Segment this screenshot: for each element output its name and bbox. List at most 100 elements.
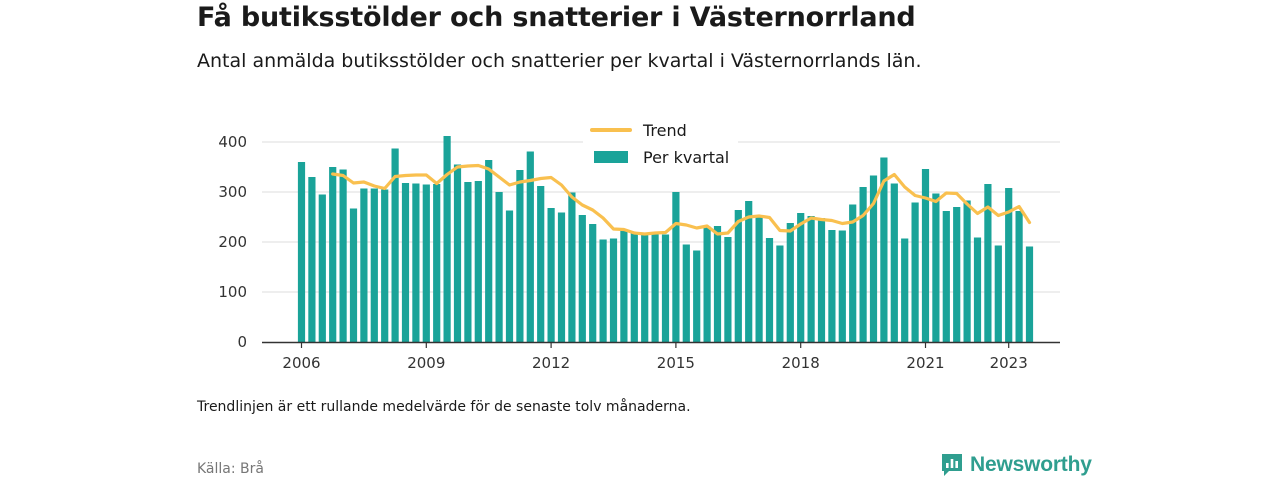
bar	[578, 215, 586, 342]
bar	[963, 200, 971, 342]
bar	[745, 201, 753, 342]
bar	[620, 229, 628, 342]
x-tick-label: 2012	[532, 354, 570, 372]
y-tick-label: 300	[218, 183, 247, 201]
bar	[391, 148, 399, 342]
bar	[807, 216, 815, 342]
bar	[1005, 188, 1013, 342]
bar	[537, 186, 545, 342]
trend-line	[331, 163, 1032, 236]
bar	[370, 188, 378, 342]
bar	[921, 169, 930, 342]
bar	[339, 169, 347, 342]
bar	[682, 244, 690, 342]
y-tick-label: 100	[218, 283, 247, 301]
x-tick-label: 2009	[407, 354, 445, 372]
x-tick-label: 2023	[990, 354, 1028, 372]
bar	[641, 234, 649, 342]
bar	[942, 211, 950, 342]
bar	[422, 184, 430, 342]
x-tick-label: 2015	[657, 354, 695, 372]
chart-subtitle: Antal anmälda butiksstölder och snatteri…	[197, 50, 922, 72]
bar	[817, 218, 826, 342]
bar	[984, 184, 992, 342]
trend-series	[331, 163, 1032, 236]
bar	[599, 239, 607, 342]
bar	[932, 193, 940, 342]
bar	[880, 157, 888, 342]
bar	[516, 170, 524, 342]
bar	[890, 183, 898, 342]
bar	[412, 183, 420, 342]
bar	[869, 175, 878, 342]
bar	[713, 226, 722, 342]
bar-series	[297, 136, 1034, 342]
legend-bar-swatch	[594, 151, 628, 163]
bar	[797, 213, 805, 342]
y-tick-label: 200	[218, 233, 247, 251]
bar	[443, 136, 451, 342]
bar	[433, 184, 441, 342]
legend-trend-label: Trend	[642, 121, 687, 140]
bar	[724, 237, 732, 342]
bar	[329, 167, 337, 342]
bar	[1025, 246, 1034, 342]
bar	[381, 189, 389, 342]
bar	[786, 223, 794, 342]
legend-background	[583, 117, 738, 175]
x-tick-label: 2006	[282, 354, 320, 372]
bar	[765, 238, 774, 342]
bar	[474, 181, 482, 342]
bar	[630, 232, 638, 342]
bar	[453, 164, 462, 342]
legend-bar-label: Per kvartal	[643, 148, 729, 167]
brand-name: Newsworthy	[970, 453, 1092, 476]
bar	[661, 234, 670, 342]
x-tick-label: 2018	[782, 354, 820, 372]
bar	[505, 210, 514, 342]
bar	[693, 250, 701, 342]
bar	[651, 234, 659, 342]
bar	[297, 162, 306, 342]
legend: Trend Per kvartal	[583, 117, 738, 175]
bar	[318, 194, 326, 342]
bar	[953, 207, 961, 342]
bar	[849, 204, 857, 342]
bar	[589, 224, 597, 342]
bar	[485, 160, 493, 342]
newsworthy-logo-icon	[942, 454, 962, 476]
bar	[547, 208, 555, 342]
bar	[672, 192, 680, 342]
bar	[349, 208, 358, 342]
bar	[703, 226, 711, 342]
bar	[755, 217, 763, 342]
bar	[609, 238, 618, 342]
bar	[568, 192, 576, 342]
x-tick-label: 2021	[906, 354, 944, 372]
chart: 0 100 200 300 400 2006 2009 2012 2015 2018 2021 202…	[218, 117, 1060, 372]
brand-logo[interactable]: Newsworthy	[940, 452, 1092, 478]
bar	[308, 177, 316, 342]
bar	[828, 230, 836, 342]
bar	[401, 183, 410, 342]
bar	[911, 202, 919, 342]
bar	[859, 187, 867, 342]
bar	[901, 238, 909, 342]
bar	[973, 237, 982, 342]
bar	[994, 245, 1002, 342]
bar	[1015, 211, 1023, 342]
bar	[464, 182, 472, 342]
axes: 0 100 200 300 400 2006 2009 2012 2015 2018 2021 202…	[218, 133, 1060, 372]
bar	[526, 151, 534, 342]
bar	[776, 245, 784, 342]
y-tick-label: 0	[237, 333, 247, 351]
footnote: Trendlinjen är ett rullande medelvärde f…	[197, 399, 691, 415]
bar	[838, 230, 846, 342]
y-tick-label: 400	[218, 133, 247, 151]
bar	[557, 212, 566, 342]
source-text: Källa: Brå	[197, 461, 264, 477]
bar	[734, 210, 742, 342]
bar	[495, 192, 503, 342]
chart-title: Få butiksstölder och snatterier i Väster…	[197, 2, 916, 33]
bar	[360, 188, 368, 342]
